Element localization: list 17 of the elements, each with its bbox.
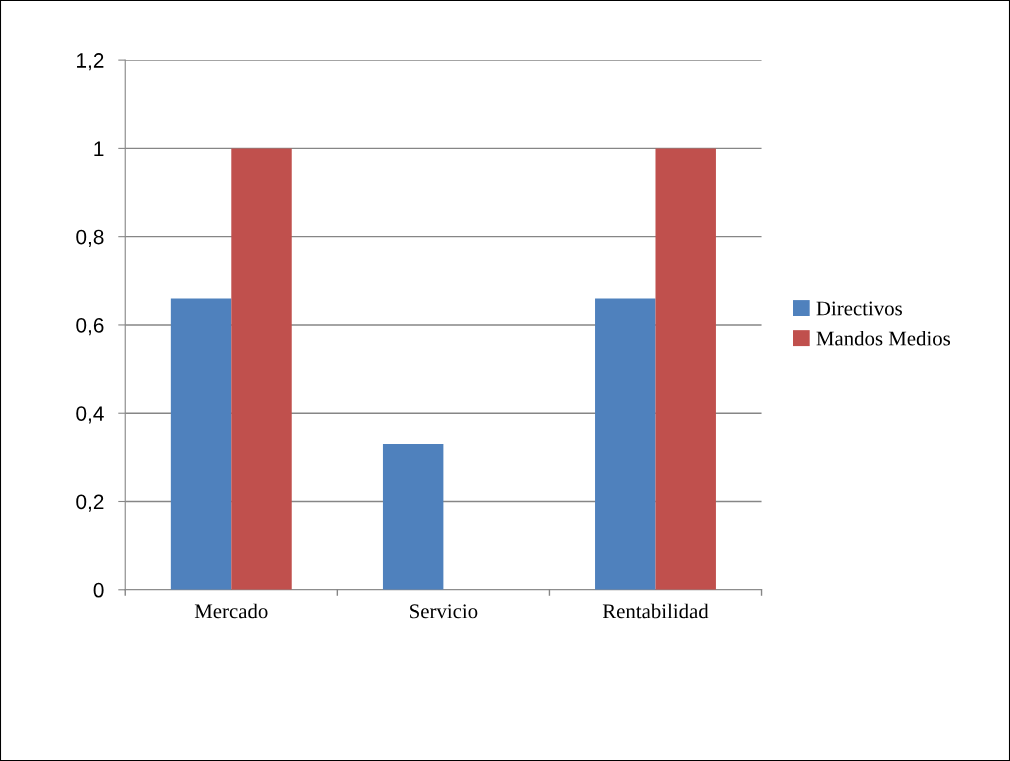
bar [170, 298, 232, 590]
bar [231, 148, 292, 590]
bar [382, 444, 444, 590]
y-tick-label: 0 [93, 582, 104, 598]
x-tick-label: Servicio [410, 604, 478, 619]
y-tick-label: 1,2 [77, 53, 104, 71]
legend-label: Mandos Medios [816, 330, 951, 346]
y-tick-label: 0,6 [76, 317, 104, 336]
bar [595, 298, 656, 590]
x-tick-label: Rentabilidad [602, 603, 709, 619]
x-tick-label: Mercado [194, 603, 268, 619]
y-tick-label: 0,2 [76, 494, 104, 512]
y-tick-label: 0,4 [76, 406, 104, 424]
legend-label: Directivos [816, 301, 902, 316]
y-tick-label: 1 [94, 141, 104, 156]
y-tick-label: 0,8 [76, 229, 104, 247]
bar [655, 148, 716, 590]
